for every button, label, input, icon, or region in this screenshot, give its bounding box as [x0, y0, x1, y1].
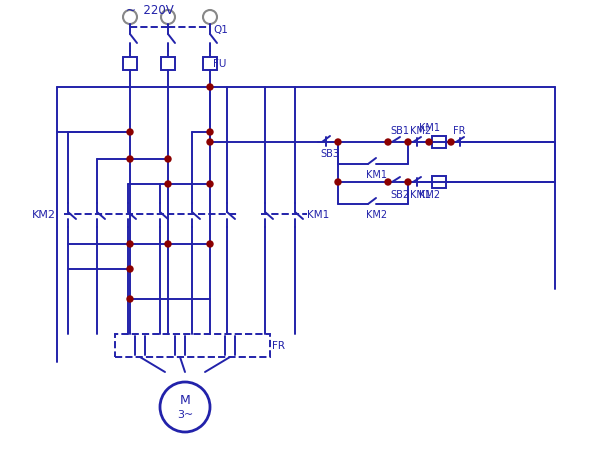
Text: KM1: KM1 — [419, 123, 440, 133]
Circle shape — [207, 85, 213, 91]
Circle shape — [385, 180, 391, 186]
Circle shape — [385, 140, 391, 146]
Bar — [203, 58, 217, 71]
Bar — [432, 136, 446, 149]
Text: KM1: KM1 — [410, 190, 431, 200]
Text: KM2: KM2 — [32, 210, 56, 219]
Text: KM2: KM2 — [366, 210, 387, 219]
Circle shape — [127, 242, 133, 248]
Text: KM1: KM1 — [366, 170, 387, 180]
Circle shape — [448, 140, 454, 146]
Circle shape — [165, 242, 171, 248]
Bar — [115, 334, 270, 357]
Text: SB2: SB2 — [390, 190, 409, 200]
Circle shape — [405, 140, 411, 146]
Circle shape — [127, 267, 133, 273]
Text: KM2: KM2 — [419, 190, 440, 200]
Circle shape — [335, 180, 341, 186]
Text: Q1: Q1 — [213, 25, 228, 35]
Bar — [161, 58, 175, 71]
Bar — [123, 58, 137, 71]
Text: ~  220V: ~ 220V — [126, 4, 174, 16]
Circle shape — [165, 182, 171, 187]
Circle shape — [127, 157, 133, 162]
Circle shape — [405, 180, 411, 186]
Text: 3~: 3~ — [177, 409, 193, 419]
Circle shape — [207, 242, 213, 248]
Circle shape — [207, 140, 213, 146]
Circle shape — [165, 157, 171, 162]
Circle shape — [207, 130, 213, 136]
Circle shape — [127, 130, 133, 136]
Text: KM2: KM2 — [410, 126, 431, 136]
Bar — [432, 177, 446, 188]
Circle shape — [426, 140, 432, 146]
Text: FR: FR — [453, 126, 465, 136]
Circle shape — [335, 140, 341, 146]
Text: SB3: SB3 — [320, 149, 339, 159]
Circle shape — [207, 182, 213, 187]
Text: M: M — [179, 394, 190, 407]
Text: FU: FU — [213, 59, 226, 69]
Text: FR: FR — [272, 340, 285, 350]
Text: SB1: SB1 — [390, 126, 409, 136]
Text: KM1: KM1 — [307, 210, 329, 219]
Circle shape — [127, 296, 133, 302]
